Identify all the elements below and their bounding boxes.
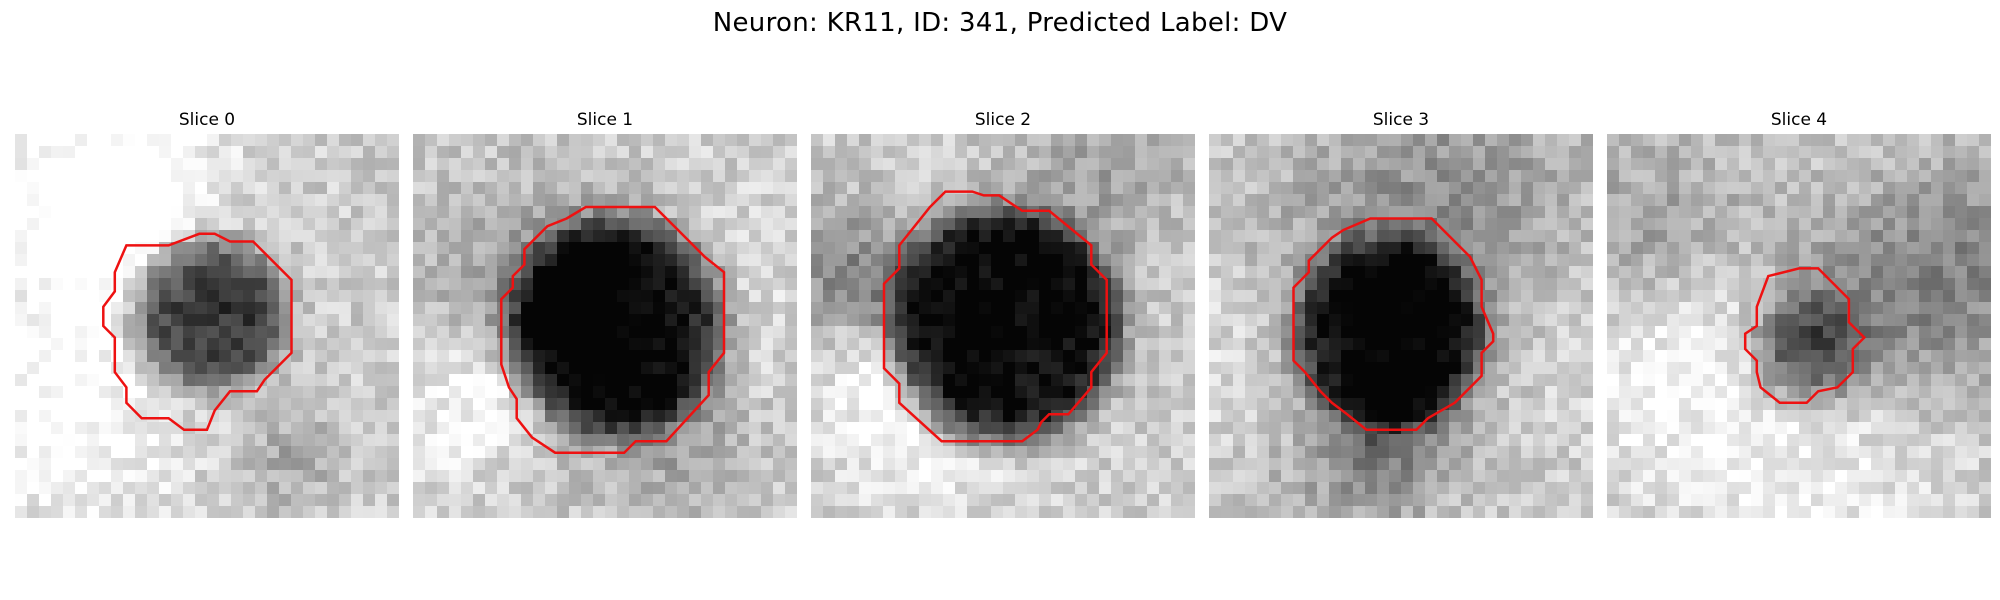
slice-panel-0: Slice 0 (15, 110, 399, 518)
slice-svg (1209, 134, 1593, 518)
pixel-grid (1607, 134, 1991, 518)
slice-title: Slice 1 (576, 110, 634, 130)
slice-panel-1: Slice 1 (413, 110, 797, 518)
slice-image (413, 134, 797, 518)
slice-panel-3: Slice 3 (1209, 110, 1593, 518)
slice-title: Slice 2 (974, 110, 1032, 130)
pixel-grid (413, 134, 797, 518)
slice-svg (811, 134, 1195, 518)
slice-title: Slice 0 (178, 110, 236, 130)
slice-panel-4: Slice 4 (1607, 110, 1991, 518)
slice-svg (1607, 134, 1991, 518)
slice-image (1607, 134, 1991, 518)
slice-image (811, 134, 1195, 518)
slice-title: Slice 3 (1372, 110, 1430, 130)
slice-image (15, 134, 399, 518)
slice-title: Slice 4 (1770, 110, 1828, 130)
cell-contour (1743, 267, 1867, 405)
cell-contour (500, 205, 726, 454)
cell-contour (1292, 217, 1495, 431)
slice-panel-2: Slice 2 (811, 110, 1195, 518)
slice-svg (413, 134, 797, 518)
pixel-grid (1209, 134, 1593, 518)
figure-title: Neuron: KR11, ID: 341, Predicted Label: … (712, 8, 1288, 38)
slice-image (1209, 134, 1593, 518)
pixel-grid (15, 134, 399, 518)
cell-contour (882, 190, 1108, 443)
slice-svg (15, 134, 399, 518)
cell-contour (102, 232, 293, 431)
pixel-grid (811, 134, 1195, 518)
